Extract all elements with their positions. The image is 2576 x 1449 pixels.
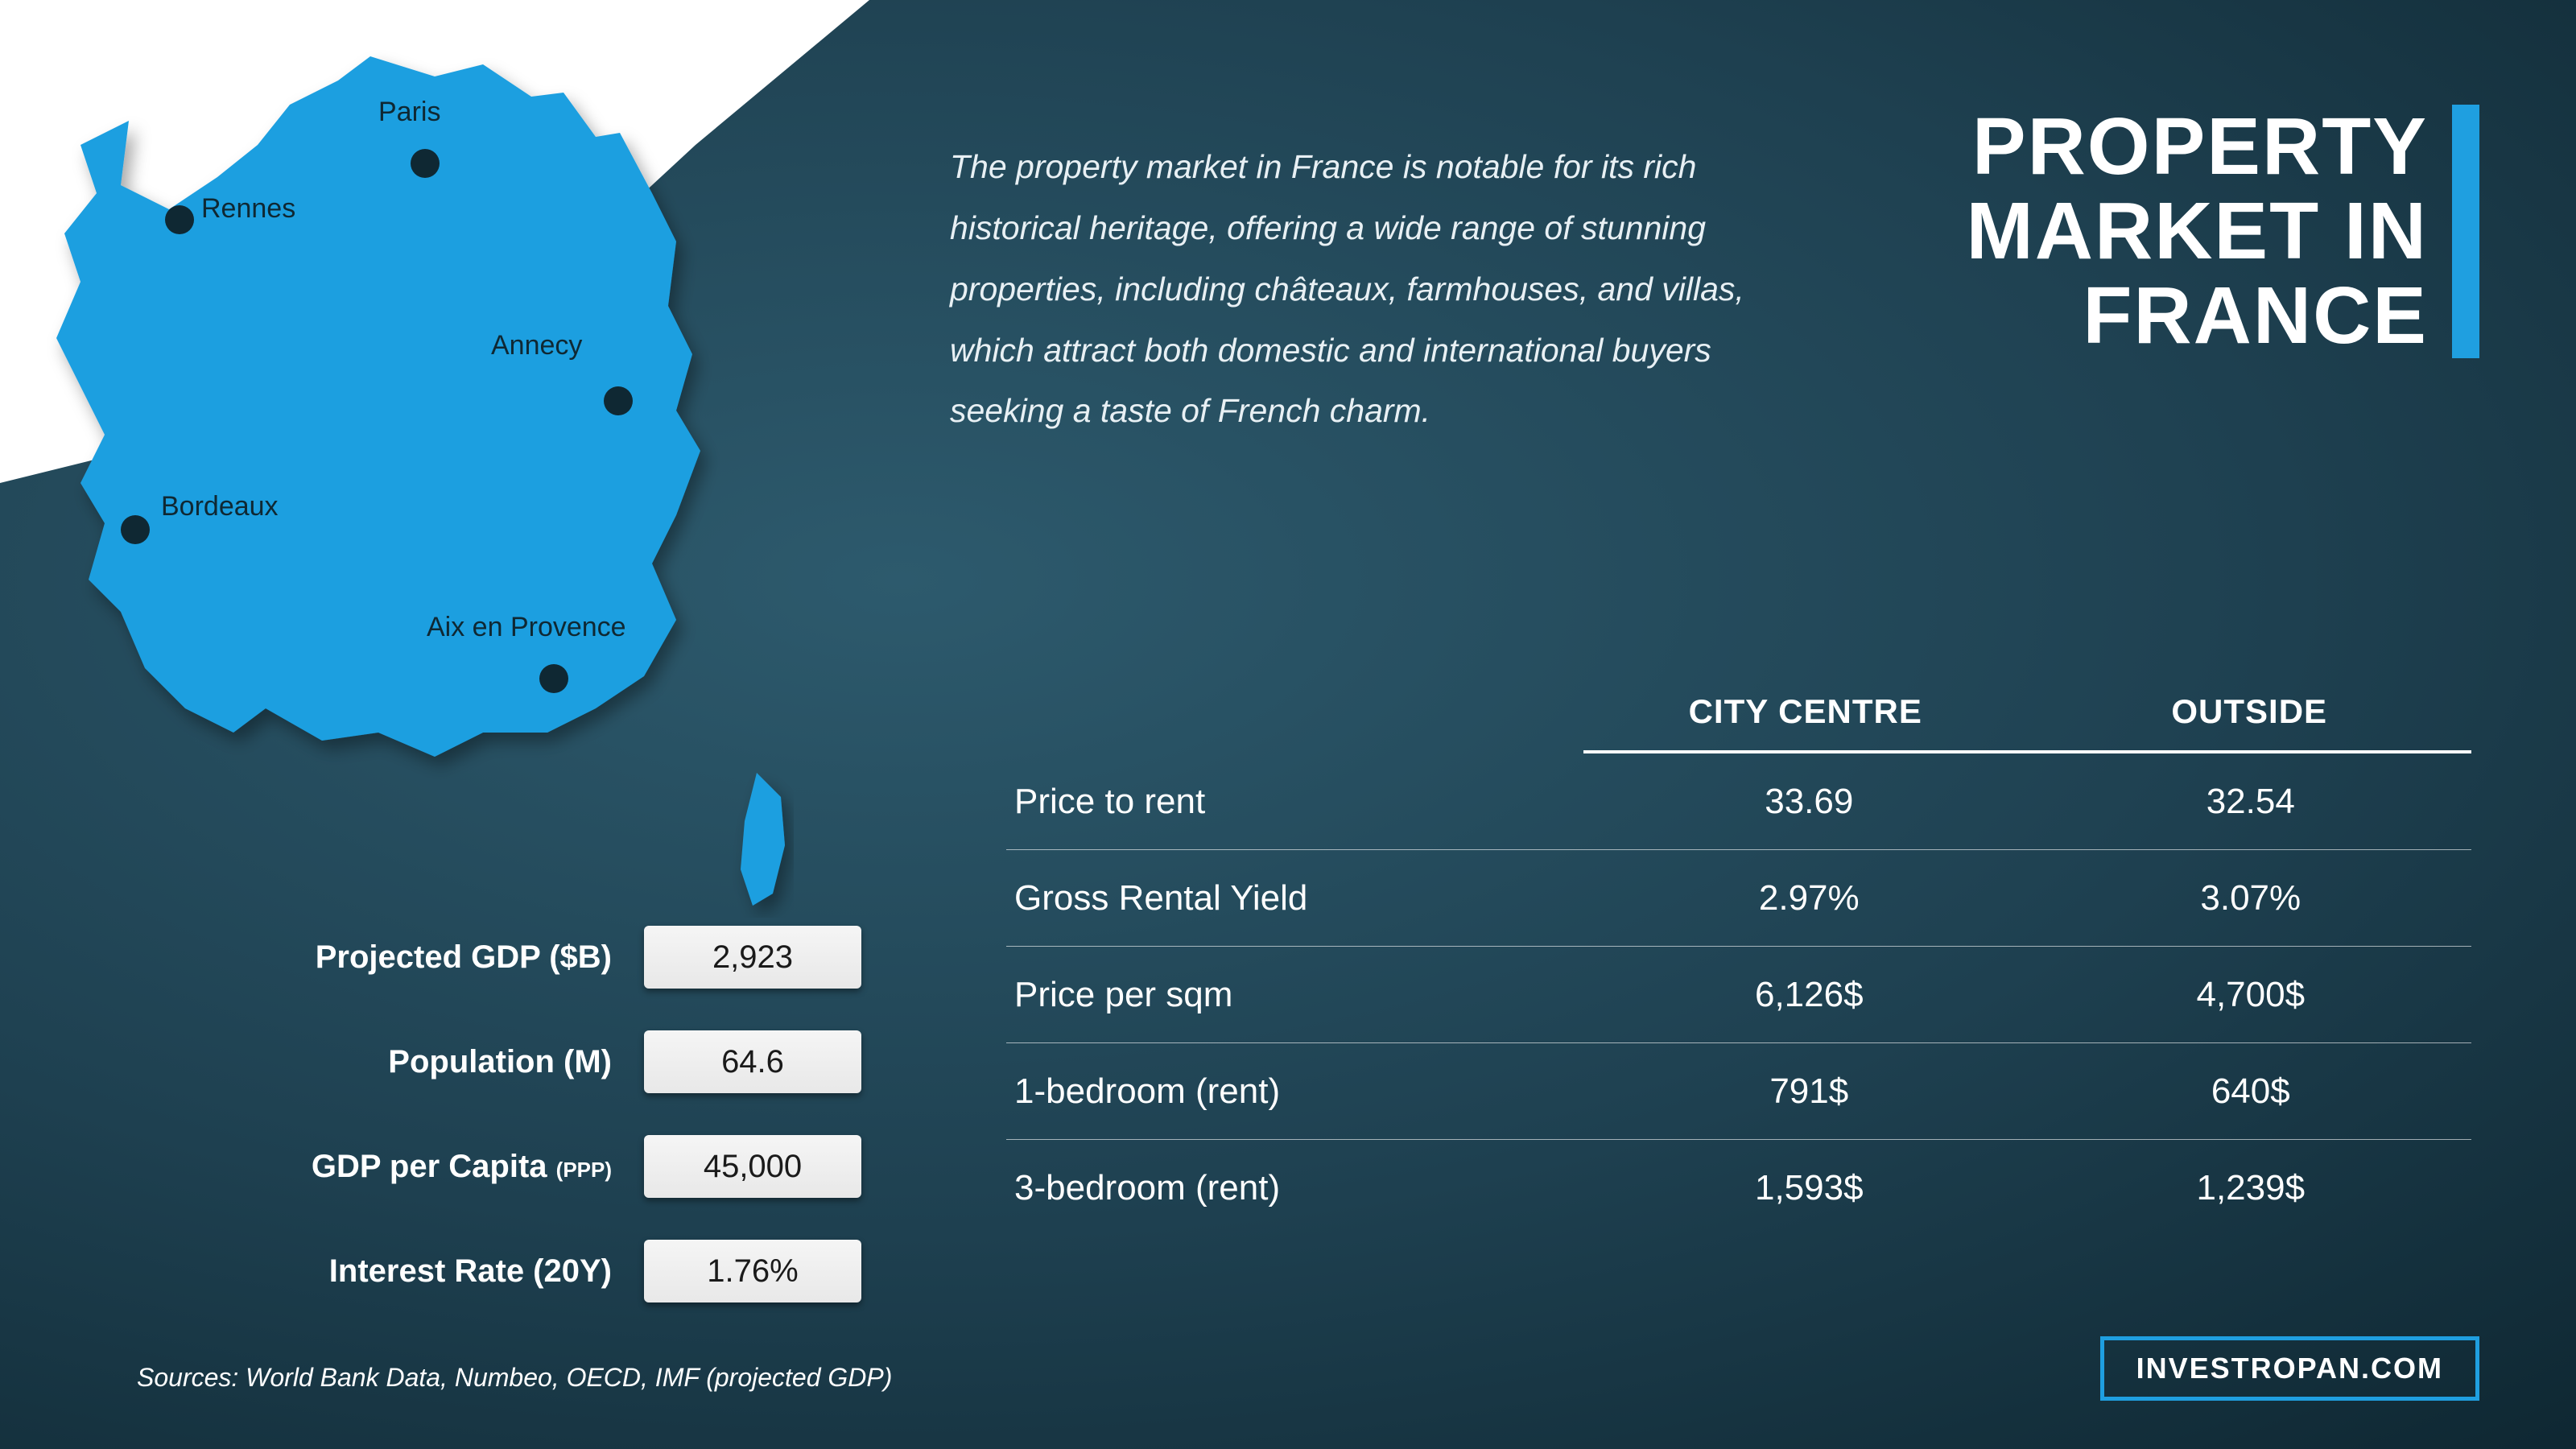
metric-label: 1-bedroom (rent) <box>1006 1071 1588 1112</box>
title-line-2: MARKET IN <box>1966 189 2428 274</box>
table-body: Price to rent33.6932.54Gross Rental Yiel… <box>1006 753 2471 1236</box>
france-map: Paris Rennes Annecy Bordeaux Aix en Provence <box>32 32 837 918</box>
value-outside: 4,700$ <box>2030 975 2471 1015</box>
stat-row: Interest Rate (20Y) 1.76% <box>177 1240 861 1302</box>
city-label: Aix en Provence <box>427 612 626 643</box>
intro-paragraph: The property market in France is notable… <box>950 137 1795 442</box>
value-outside: 640$ <box>2030 1071 2471 1112</box>
city-label: Paris <box>378 97 440 128</box>
value-city-centre: 1,593$ <box>1588 1168 2029 1208</box>
infographic-stage: Paris Rennes Annecy Bordeaux Aix en Provence… <box>0 0 2576 1449</box>
stats-panel: Projected GDP ($B) 2,923 Population (M) 6… <box>177 926 861 1344</box>
column-header-centre: CITY CENTRE <box>1583 692 2028 750</box>
table-row: Price to rent33.6932.54 <box>1006 753 2471 850</box>
title-accent-bar <box>2452 105 2479 358</box>
stat-row: Population (M) 64.6 <box>177 1030 861 1093</box>
city-dot <box>604 386 633 415</box>
title-line-1: PROPERTY <box>1966 105 2428 189</box>
city-dot <box>411 149 440 178</box>
stat-label: Interest Rate (20Y) <box>177 1253 644 1290</box>
stat-row: Projected GDP ($B) 2,923 <box>177 926 861 989</box>
property-table: CITY CENTRE OUTSIDE Price to rent33.6932… <box>1006 692 2471 1236</box>
table-row: Price per sqm6,126$4,700$ <box>1006 947 2471 1043</box>
brand-badge: INVESTROPAN.COM <box>2100 1336 2479 1401</box>
stat-label: Projected GDP ($B) <box>177 939 644 976</box>
table-header: CITY CENTRE OUTSIDE <box>1006 692 2471 750</box>
city-dot <box>539 664 568 693</box>
stat-value: 45,000 <box>644 1135 861 1198</box>
metric-label: Price per sqm <box>1006 975 1588 1015</box>
city-dot <box>121 515 150 544</box>
stat-value: 1.76% <box>644 1240 861 1302</box>
metric-label: Gross Rental Yield <box>1006 878 1588 919</box>
stat-label: Population (M) <box>177 1044 644 1080</box>
table-row: 1-bedroom (rent)791$640$ <box>1006 1043 2471 1140</box>
city-label: Bordeaux <box>161 491 279 522</box>
value-outside: 3.07% <box>2030 878 2471 919</box>
sources-text: Sources: World Bank Data, Numbeo, OECD, … <box>137 1363 892 1393</box>
stat-value: 64.6 <box>644 1030 861 1093</box>
stat-label: GDP per Capita (PPP) <box>177 1149 644 1185</box>
value-city-centre: 2.97% <box>1588 878 2029 919</box>
value-outside: 1,239$ <box>2030 1168 2471 1208</box>
value-outside: 32.54 <box>2030 782 2471 822</box>
value-city-centre: 791$ <box>1588 1071 2029 1112</box>
column-header-outside: OUTSIDE <box>2027 692 2471 750</box>
page-title: PROPERTY MARKET IN FRANCE <box>1966 105 2428 358</box>
title-block: PROPERTY MARKET IN FRANCE <box>1966 105 2479 358</box>
metric-label: Price to rent <box>1006 782 1588 822</box>
title-line-3: FRANCE <box>1966 274 2428 358</box>
stat-row: GDP per Capita (PPP)45,000 <box>177 1135 861 1198</box>
table-row: 3-bedroom (rent)1,593$1,239$ <box>1006 1140 2471 1236</box>
city-dot <box>165 205 194 234</box>
stat-value: 2,923 <box>644 926 861 989</box>
city-label: Annecy <box>491 330 582 361</box>
value-city-centre: 33.69 <box>1588 782 2029 822</box>
table-row: Gross Rental Yield2.97%3.07% <box>1006 850 2471 947</box>
metric-label: 3-bedroom (rent) <box>1006 1168 1588 1208</box>
city-label: Rennes <box>201 193 295 225</box>
value-city-centre: 6,126$ <box>1588 975 2029 1015</box>
